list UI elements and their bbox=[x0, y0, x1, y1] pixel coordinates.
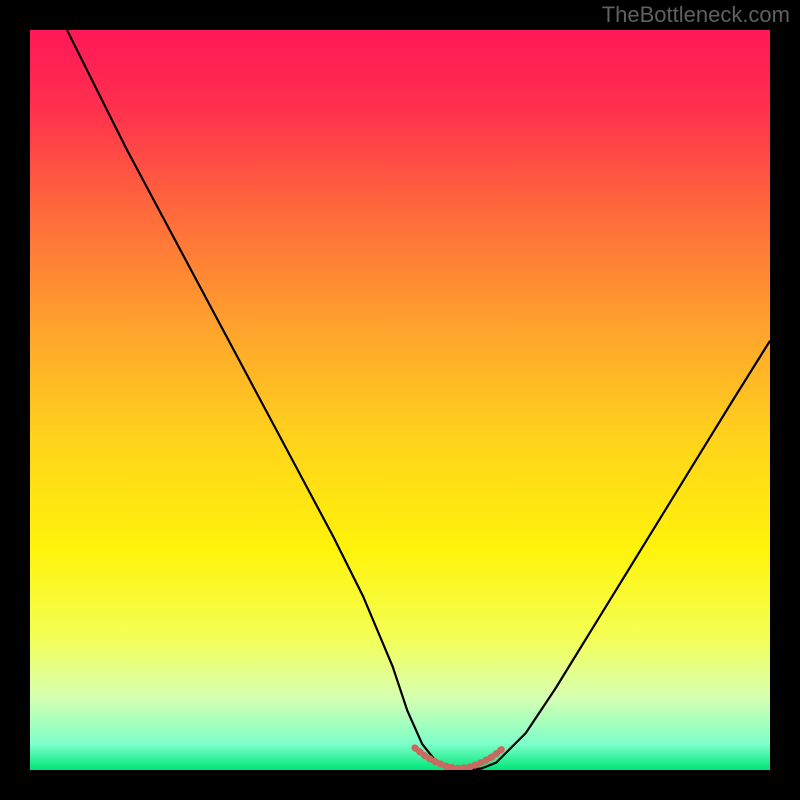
chart-plot-area bbox=[30, 30, 770, 770]
watermark-text: TheBottleneck.com bbox=[602, 2, 790, 28]
chart-background bbox=[30, 30, 770, 770]
chart-svg bbox=[30, 30, 770, 770]
